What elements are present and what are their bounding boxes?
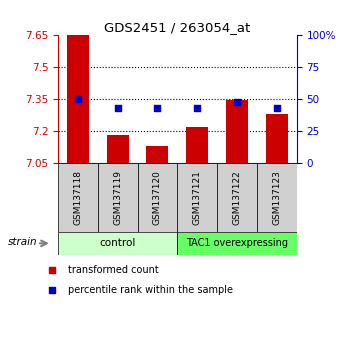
Bar [266,114,288,163]
Text: GSM137123: GSM137123 [272,170,281,225]
Point [194,105,200,111]
Text: transformed count: transformed count [68,265,159,275]
Text: GSM137119: GSM137119 [113,170,122,225]
Point [49,268,55,273]
Bar [226,100,248,163]
Bar [98,163,137,232]
Point [75,96,80,102]
Text: GSM137118: GSM137118 [73,170,83,225]
Bar [67,35,89,163]
Text: percentile rank within the sample: percentile rank within the sample [68,285,233,295]
Point [234,99,240,104]
Text: GSM137122: GSM137122 [233,170,241,225]
Text: GSM137121: GSM137121 [193,170,202,225]
Point [49,287,55,293]
Bar [257,163,297,232]
Bar [217,163,257,232]
Bar [177,163,217,232]
Text: TAC1 overexpressing: TAC1 overexpressing [186,238,288,249]
Text: GSM137120: GSM137120 [153,170,162,225]
Bar [177,232,297,255]
Point [155,105,160,111]
Bar [147,146,168,163]
Bar [137,163,177,232]
Bar [58,232,177,255]
Text: strain: strain [8,237,38,247]
Bar [58,163,98,232]
Point [274,105,280,111]
Point [115,105,120,111]
Title: GDS2451 / 263054_at: GDS2451 / 263054_at [104,21,250,34]
Bar [107,135,129,163]
Bar [186,127,208,163]
Text: control: control [100,238,136,249]
